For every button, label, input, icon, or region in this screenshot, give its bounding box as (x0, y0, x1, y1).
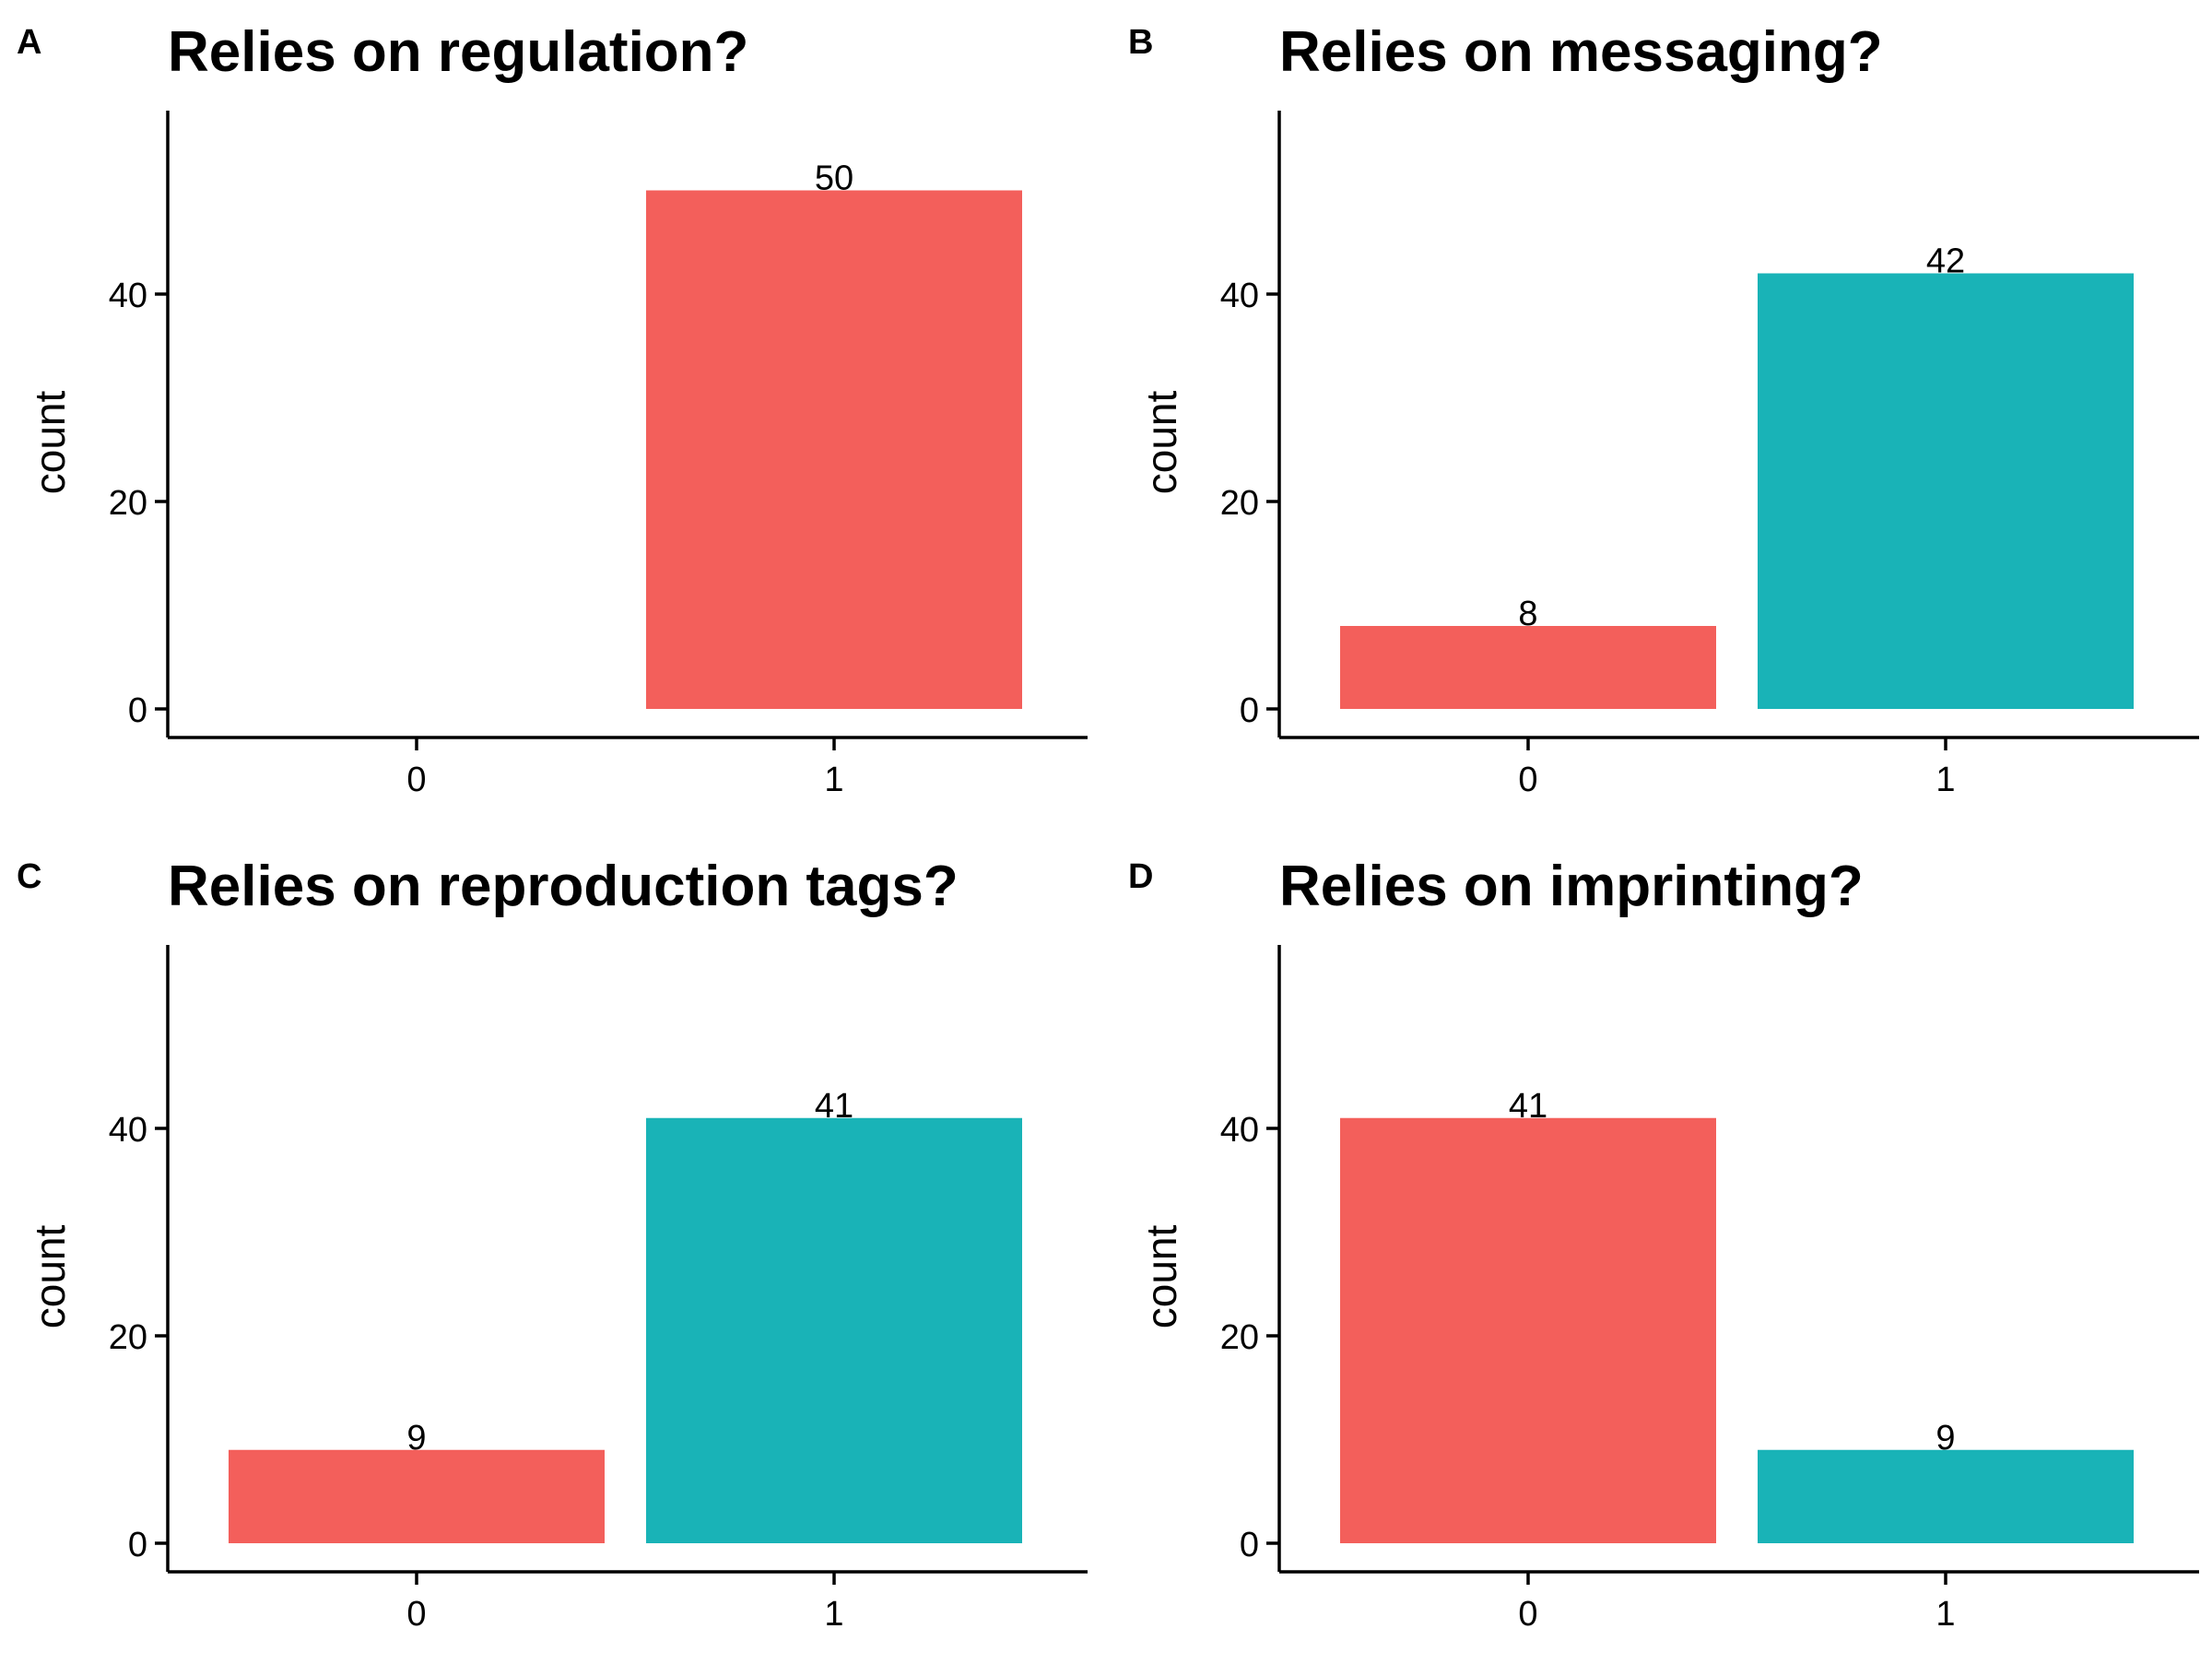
y-tick-label: 0 (128, 691, 147, 730)
y-axis-label: count (26, 1225, 74, 1329)
chart-title: Relies on imprinting? (1279, 855, 1864, 918)
data-label-1: 41 (815, 1087, 853, 1126)
data-label-0: 9 (406, 1419, 426, 1457)
bar-0 (1340, 626, 1716, 709)
panel-d: D Relies on imprinting? count 41 9 0 20 40 0 1 (1112, 834, 2212, 1664)
bar-1 (646, 190, 1022, 709)
y-tick-label: 40 (109, 1111, 147, 1150)
data-label-1: 9 (1936, 1419, 1955, 1457)
y-tick-label: 0 (1240, 1526, 1259, 1564)
chart-title: Relies on regulation? (168, 20, 748, 84)
panel-letter: B (1128, 23, 1153, 62)
bar-chart-svg: B Relies on messaging? count 8 42 0 20 40 0 1 (1128, 20, 2199, 799)
panel-letter: D (1128, 857, 1153, 896)
y-tick-label: 0 (128, 1526, 147, 1564)
y-tick-label: 20 (109, 1318, 147, 1357)
x-tick-label: 0 (406, 761, 426, 799)
bar-1 (1758, 1449, 2134, 1543)
bar-chart-svg: A Relies on regulation? count 50 0 20 40 0 1 (17, 20, 1088, 799)
x-tick-label: 1 (824, 761, 843, 799)
y-tick-label: 20 (1220, 484, 1259, 523)
bar-0 (1340, 1117, 1716, 1543)
chart-title: Relies on reproduction tags? (168, 855, 959, 918)
x-tick-label: 0 (1518, 761, 1537, 799)
bar-chart-svg: D Relies on imprinting? count 41 9 0 20 40 0 1 (1128, 855, 2199, 1634)
data-label-0: 41 (1509, 1087, 1547, 1126)
panel-c: C Relies on reproduction tags? count 9 41 0 20… (0, 834, 1106, 1664)
y-axis-label: count (1137, 1225, 1185, 1329)
panel-letter: C (17, 857, 41, 896)
panel-a: A Relies on regulation? count 50 0 20 40 0 1 (0, 0, 1106, 830)
y-axis-label: count (26, 391, 74, 495)
panel-b: B Relies on messaging? count 8 42 0 20 40 0 1 (1112, 0, 2212, 830)
x-tick-label: 1 (1936, 761, 1955, 799)
y-tick-label: 40 (1220, 1111, 1259, 1150)
y-tick-label: 20 (1220, 1318, 1259, 1357)
bar-0 (229, 1449, 605, 1543)
y-tick-label: 20 (109, 484, 147, 523)
x-tick-label: 0 (406, 1595, 426, 1634)
x-tick-label: 1 (824, 1595, 843, 1634)
y-tick-label: 0 (1240, 691, 1259, 730)
bar-1 (1758, 273, 2134, 709)
panel-letter: A (17, 23, 41, 62)
y-axis-label: count (1137, 391, 1185, 495)
data-label-0: 8 (1518, 595, 1537, 633)
data-label-1: 42 (1926, 242, 1965, 281)
y-tick-label: 40 (1220, 277, 1259, 315)
chart-title: Relies on messaging? (1279, 20, 1883, 84)
y-tick-label: 40 (109, 277, 147, 315)
x-tick-label: 0 (1518, 1595, 1537, 1634)
data-label-1: 50 (815, 159, 853, 198)
bar-chart-svg: C Relies on reproduction tags? count 9 41 0 20… (17, 855, 1088, 1634)
x-tick-label: 1 (1936, 1595, 1955, 1634)
bar-1 (646, 1117, 1022, 1543)
